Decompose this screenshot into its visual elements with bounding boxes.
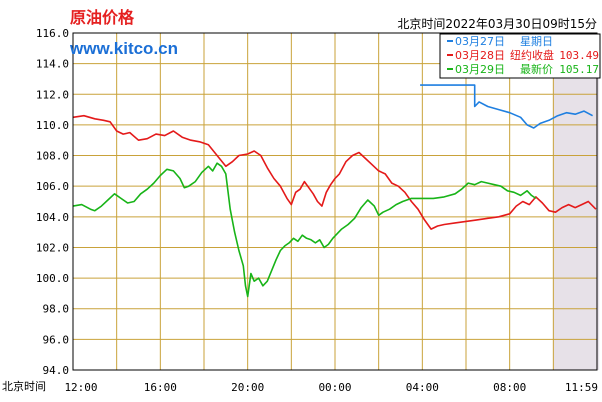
series-line-red [72,114,597,230]
y-tick-label: 106.0 [36,180,69,193]
legend-swatch [447,68,453,70]
legend-swatch [447,40,453,42]
y-tick-label: 110.0 [36,119,69,132]
legend-item-red: 03月28日 纽约收盘 103.49 [447,48,599,62]
y-tick-labels: 116.0 114.0 112.0 110.0 108.0 106.0 104.0 102.0… [36,27,69,377]
legend-date: 03月27日 [455,35,505,48]
legend-label: 纽约收盘 [510,48,554,62]
legend-box [439,33,601,79]
legend-label: 最新价 [520,62,553,76]
y-tick-label: 100.0 [36,272,69,285]
y-tick-label: 102.0 [36,241,69,254]
legend: 03月27日 星期日 03月28日 纽约收盘 103.49 03月29日 最新价… [439,33,601,79]
x-tick-label: 04:00 [406,381,439,394]
legend-label: 星期日 [520,35,553,48]
legend-date: 03月28日 [455,49,505,62]
y-tick-label: 98.0 [43,303,70,316]
x-tick-labels: 12:00 16:00 20:00 00:00 04:00 08:00 11:59 [64,381,598,394]
site-watermark: www.kitco.cn [69,39,178,58]
x-tick-label: 16:00 [144,381,177,394]
x-tick-label: 12:00 [64,381,97,394]
shaded-region-layer [553,33,600,370]
x-tick-label: 11:59 [565,381,598,394]
y-tick-label: 112.0 [36,88,69,101]
x-tick-label: 08:00 [493,381,526,394]
series-layer [72,84,597,298]
y-tick-label: 104.0 [36,211,69,224]
gridlines [73,33,597,370]
x-axis-label: 北京时间 [2,379,46,393]
y-tick-label: 96.0 [43,333,70,346]
shaded-period [553,33,600,370]
legend-item-green: 03月29日 最新价 105.17 [447,62,599,76]
legend-value: 103.49 [559,49,599,62]
series-line-green [72,162,537,298]
timestamp-label: 北京时间2022年03月30日09时15分 [397,17,597,31]
chart-title: 原油价格 [70,8,135,27]
legend-swatch [447,54,453,56]
legend-item-blue: 03月27日 星期日 [447,35,553,48]
series-line-blue [420,84,593,129]
y-tick-label: 114.0 [36,58,69,71]
y-tick-label: 94.0 [43,364,70,377]
y-tick-label: 116.0 [36,27,69,40]
y-tick-label: 108.0 [36,150,69,163]
plot-frame [72,32,598,371]
x-tick-label: 20:00 [231,381,264,394]
legend-value: 105.17 [559,63,599,76]
legend-date: 03月29日 [455,63,505,76]
x-tick-label: 00:00 [318,381,351,394]
